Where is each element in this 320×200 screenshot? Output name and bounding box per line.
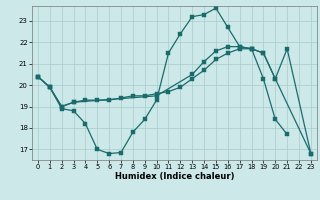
X-axis label: Humidex (Indice chaleur): Humidex (Indice chaleur) (115, 172, 234, 181)
